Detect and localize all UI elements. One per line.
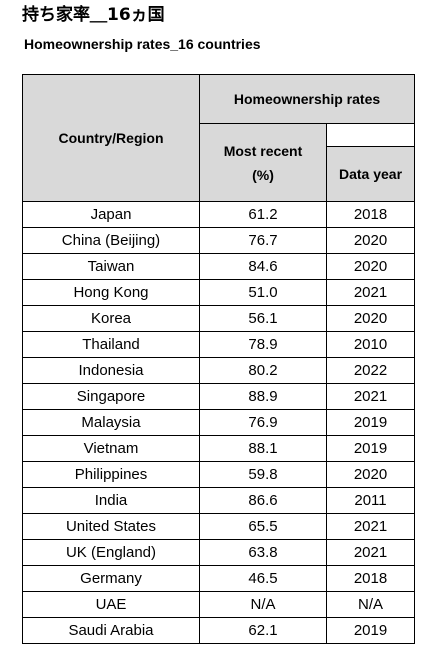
header-percent-unit: (%) <box>252 166 274 183</box>
rate-cell: 51.0 <box>199 279 327 306</box>
table-row: Vietnam 88.1 2019 <box>22 435 416 462</box>
table-row: China (Beijing) 76.7 2020 <box>22 227 416 254</box>
year-cell: 2018 <box>325 201 416 228</box>
country-cell: Germany <box>22 565 200 592</box>
year-cell: 2021 <box>325 383 416 410</box>
table-row: United States 65.5 2021 <box>22 513 416 540</box>
header-homeownership-rates: Homeownership rates <box>198 74 416 124</box>
year-cell: 2021 <box>325 539 416 566</box>
rate-cell: 78.9 <box>199 331 327 358</box>
table-header: Country/Region Homeownership rates Most … <box>22 74 416 202</box>
year-cell: 2019 <box>325 617 416 644</box>
rate-cell: 59.8 <box>199 461 327 488</box>
table-row: India 86.6 2011 <box>22 487 416 514</box>
table-row: Thailand 78.9 2010 <box>22 331 416 358</box>
year-cell: 2019 <box>325 409 416 436</box>
rate-cell: 46.5 <box>199 565 327 592</box>
rate-cell: 65.5 <box>199 513 327 540</box>
rate-cell: 88.9 <box>199 383 327 410</box>
table-body: Japan 61.2 2018 China (Beijing) 76.7 2020 Taiw… <box>22 201 416 644</box>
country-cell: India <box>22 487 200 514</box>
header-data-year: Data year <box>325 146 416 202</box>
table-row: Saudi Arabia 62.1 2019 <box>22 617 416 644</box>
table-row: Taiwan 84.6 2020 <box>22 253 416 280</box>
rate-cell: 61.2 <box>199 201 327 228</box>
country-cell: Taiwan <box>22 253 200 280</box>
country-cell: Hong Kong <box>22 279 200 306</box>
rate-cell: 56.1 <box>199 305 327 332</box>
table-row: Hong Kong 51.0 2021 <box>22 279 416 306</box>
country-cell: UK (England) <box>22 539 200 566</box>
table-row: Singapore 88.9 2021 <box>22 383 416 410</box>
table-row: Indonesia 80.2 2022 <box>22 357 416 384</box>
header-spacer <box>325 123 416 147</box>
header-country-region: Country/Region <box>22 74 200 202</box>
country-cell: United States <box>22 513 200 540</box>
year-cell: 2020 <box>325 305 416 332</box>
rate-cell: 88.1 <box>199 435 327 462</box>
country-cell: Saudi Arabia <box>22 617 200 644</box>
rate-cell: 84.6 <box>199 253 327 280</box>
rate-cell: 76.7 <box>199 227 327 254</box>
rate-cell: 62.1 <box>199 617 327 644</box>
country-cell: Thailand <box>22 331 200 358</box>
rate-cell: 80.2 <box>199 357 327 384</box>
table-row: UK (England) 63.8 2021 <box>22 539 416 566</box>
page-title-japanese: 持ち家率＿16ヵ国 <box>22 5 165 25</box>
table-row: Malaysia 76.9 2019 <box>22 409 416 436</box>
country-cell: Singapore <box>22 383 200 410</box>
rate-cell: 63.8 <box>199 539 327 566</box>
header-most-recent-label: Most recent <box>223 142 303 159</box>
year-cell: 2011 <box>325 487 416 514</box>
country-cell: Malaysia <box>22 409 200 436</box>
year-cell: N/A <box>325 591 416 618</box>
year-cell: 2019 <box>325 435 416 462</box>
year-cell: 2020 <box>325 227 416 254</box>
table-row: Japan 61.2 2018 <box>22 201 416 228</box>
country-cell: Vietnam <box>22 435 200 462</box>
page-title-english: Homeownership rates_16 countries <box>24 36 261 52</box>
homeownership-table: Country/Region Homeownership rates Most … <box>22 74 416 644</box>
rate-cell: 76.9 <box>199 409 327 436</box>
country-cell: UAE <box>22 591 200 618</box>
country-cell: China (Beijing) <box>22 227 200 254</box>
table-row: Germany 46.5 2018 <box>22 565 416 592</box>
year-cell: 2022 <box>325 357 416 384</box>
country-cell: Indonesia <box>22 357 200 384</box>
table-row: Philippines 59.8 2020 <box>22 461 416 488</box>
rate-cell: 86.6 <box>199 487 327 514</box>
country-cell: Philippines <box>22 461 200 488</box>
table-row: UAE N/A N/A <box>22 591 416 618</box>
year-cell: 2018 <box>325 565 416 592</box>
year-cell: 2020 <box>325 461 416 488</box>
header-most-recent: Most recent (%) <box>199 123 327 202</box>
country-cell: Korea <box>22 305 200 332</box>
year-cell: 2010 <box>325 331 416 358</box>
year-cell: 2021 <box>325 279 416 306</box>
year-cell: 2020 <box>325 253 416 280</box>
table-row: Korea 56.1 2020 <box>22 305 416 332</box>
year-cell: 2021 <box>325 513 416 540</box>
country-cell: Japan <box>22 201 200 228</box>
rate-cell: N/A <box>199 591 327 618</box>
